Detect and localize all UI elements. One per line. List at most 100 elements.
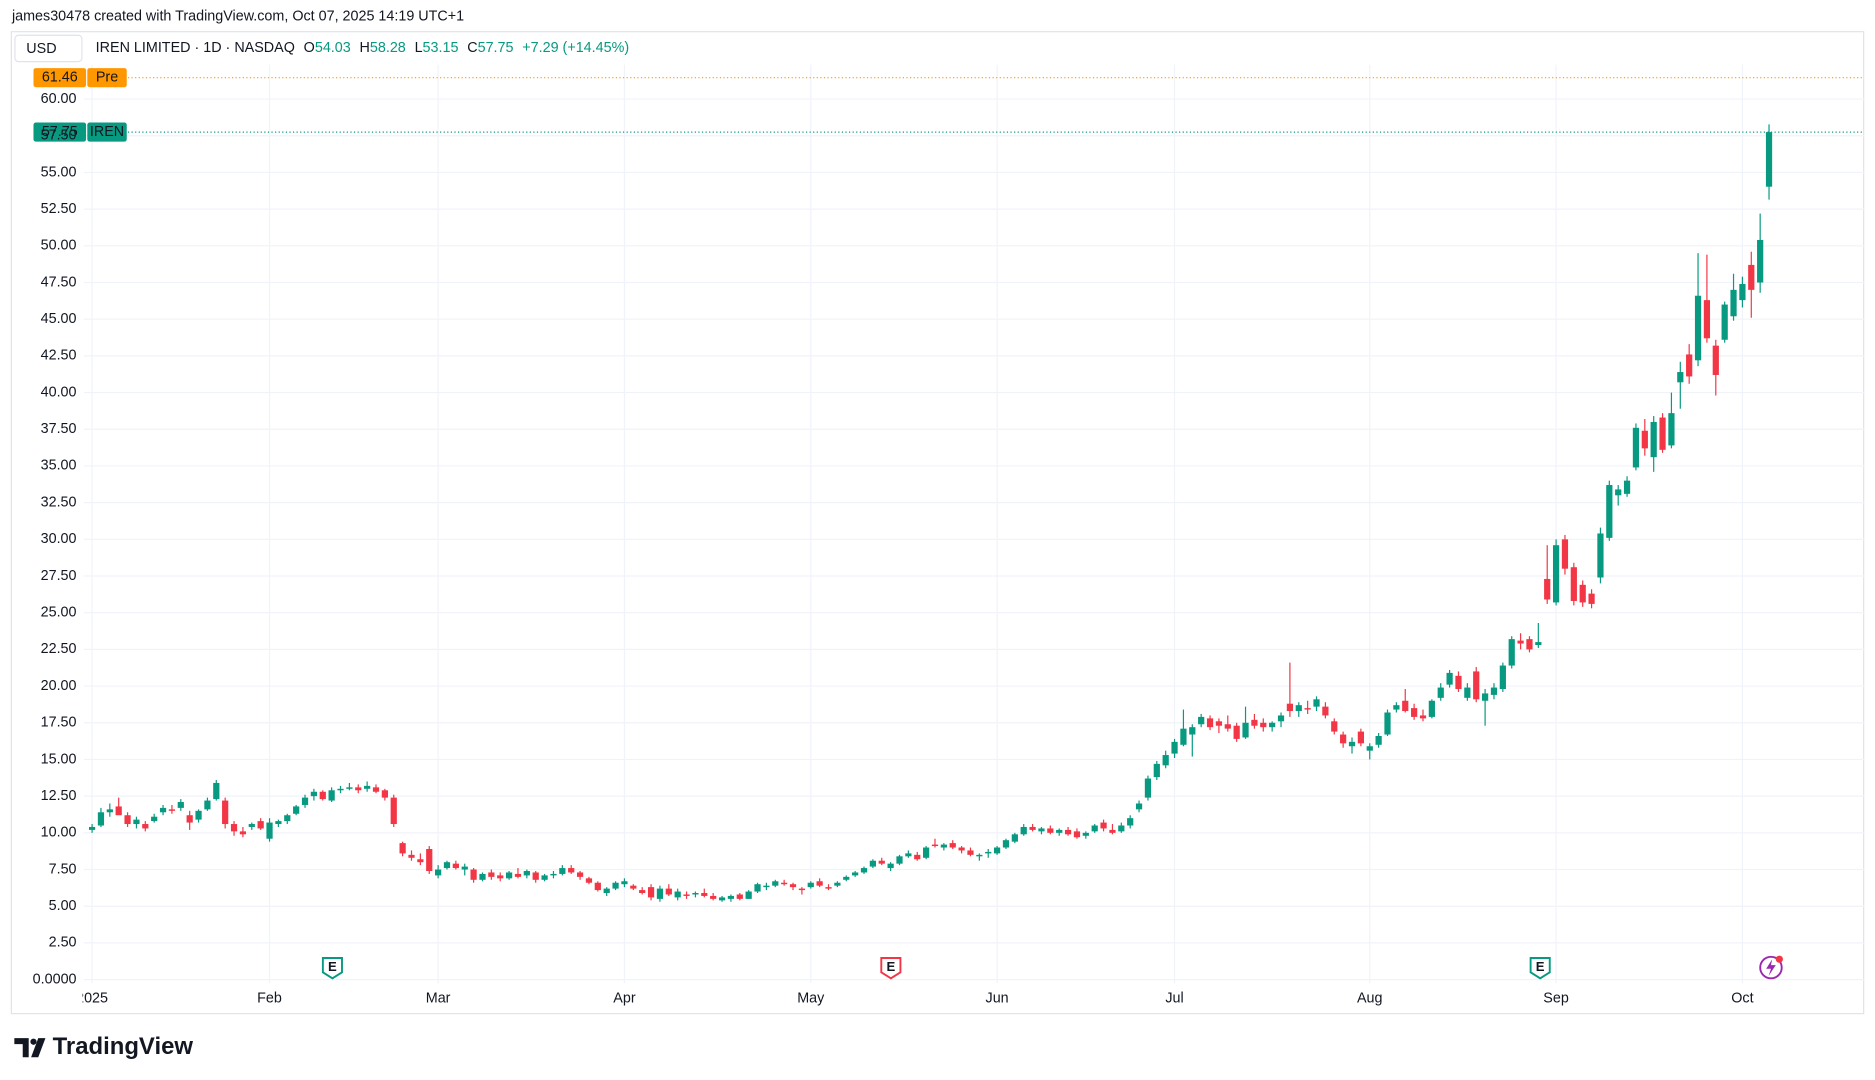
candle-body (1366, 746, 1373, 751)
legend-label: L (415, 40, 423, 56)
candle-body (1561, 539, 1569, 569)
chart-frame (10, 31, 1865, 1015)
candle-body (1011, 834, 1018, 842)
candle-body (1020, 826, 1027, 835)
candle-body (301, 797, 309, 805)
candle-body (559, 868, 566, 874)
candle-body (931, 844, 939, 847)
event-icon (1759, 955, 1783, 980)
candle-body (647, 887, 655, 898)
candle-body (1073, 831, 1081, 838)
candle-body (1135, 803, 1143, 810)
candle-body (896, 856, 903, 864)
candle-body (1189, 727, 1196, 735)
candle-body (1295, 705, 1302, 712)
candle-body (142, 824, 149, 829)
x-axis: 2025 Feb Mar Apr May Jun Jul Aug Sep Oct (83, 990, 1754, 1006)
candle-body (195, 810, 202, 820)
event-label: E (886, 959, 895, 974)
candle-body (1215, 721, 1223, 726)
candle-body (665, 888, 672, 895)
candle-body (843, 876, 850, 880)
candle-body (878, 860, 885, 864)
candle-body (1375, 735, 1382, 745)
candle-body (869, 860, 876, 867)
legend-label: H (360, 40, 370, 56)
candle-body (1623, 480, 1631, 494)
candle-body (1269, 722, 1276, 728)
candle-body (1606, 485, 1613, 538)
candle-body (701, 893, 708, 896)
y-tick-label: 35.00 (41, 458, 77, 474)
candle-body (621, 881, 628, 885)
candle-body (1171, 741, 1178, 754)
candle-body (639, 890, 646, 894)
candle-body (1499, 665, 1506, 690)
x-tick-label: Oct (1731, 990, 1753, 1006)
candle-body (603, 888, 610, 894)
candle-body (825, 887, 832, 889)
legend-value: 54.03 (315, 40, 351, 56)
candle-body (887, 863, 894, 869)
candle-body (159, 807, 167, 813)
candle-body (408, 854, 415, 858)
candle-body (1118, 825, 1125, 832)
event-marker (880, 957, 902, 980)
y-tick-label: 15.00 (41, 751, 77, 767)
candle-body (497, 875, 504, 879)
candle-body (1331, 721, 1338, 732)
candle-body (319, 791, 326, 800)
candle-body (967, 850, 974, 855)
candle-body (807, 882, 814, 888)
candle-body (1251, 719, 1258, 726)
y-tick-label: 7.50 (49, 861, 77, 877)
candle-body (346, 787, 353, 789)
candle-body (789, 884, 797, 888)
grid (83, 64, 1865, 984)
candle-body (1570, 567, 1577, 601)
candle-body (479, 873, 486, 880)
event-marker (1529, 957, 1551, 980)
price-label-box (33, 68, 87, 88)
candle-body (399, 843, 406, 854)
candle-body (1313, 699, 1320, 707)
candle-body (1437, 687, 1444, 698)
y-tick-label: 5.00 (49, 898, 77, 914)
y-tick-label: 57.50 (41, 128, 77, 144)
candle-body (1739, 283, 1746, 301)
y-tick-label: 47.50 (41, 274, 77, 290)
candle-body (1109, 829, 1116, 833)
candle-body (763, 885, 770, 888)
candle-body (568, 868, 575, 873)
candle-body (710, 895, 717, 899)
y-tick-label: 32.50 (41, 494, 77, 510)
candle-body (204, 800, 211, 810)
legend: IREN LIMITED · 1D · NASDAQ O54.03 H58.28… (96, 40, 629, 56)
y-tick-label: 20.00 (41, 678, 77, 694)
y-tick-label: 27.50 (41, 568, 77, 584)
candle-body (1526, 639, 1533, 650)
candle-body (1588, 593, 1595, 604)
legend-change: +7.29 (+14.45%) (522, 40, 629, 56)
candle-body (914, 854, 921, 860)
brand-logo (14, 1038, 46, 1058)
candle-body (230, 824, 238, 832)
candle-body (1411, 708, 1418, 717)
candle-body (612, 882, 619, 889)
candle-body (674, 891, 681, 898)
candle-body (1464, 687, 1471, 698)
price-tag-box (87, 122, 127, 142)
x-tick-label: Feb (257, 990, 282, 1006)
candle-body (976, 854, 983, 857)
candle-body (222, 800, 229, 825)
candle-body (1473, 671, 1480, 700)
candle-body (1224, 724, 1231, 729)
candle-body (186, 815, 193, 823)
y-tick-label: 55.00 (41, 164, 77, 180)
candle-body (1357, 731, 1364, 744)
candle-body (1100, 822, 1107, 829)
price-label: 61.46 (42, 69, 78, 85)
candle-body (1384, 712, 1391, 735)
